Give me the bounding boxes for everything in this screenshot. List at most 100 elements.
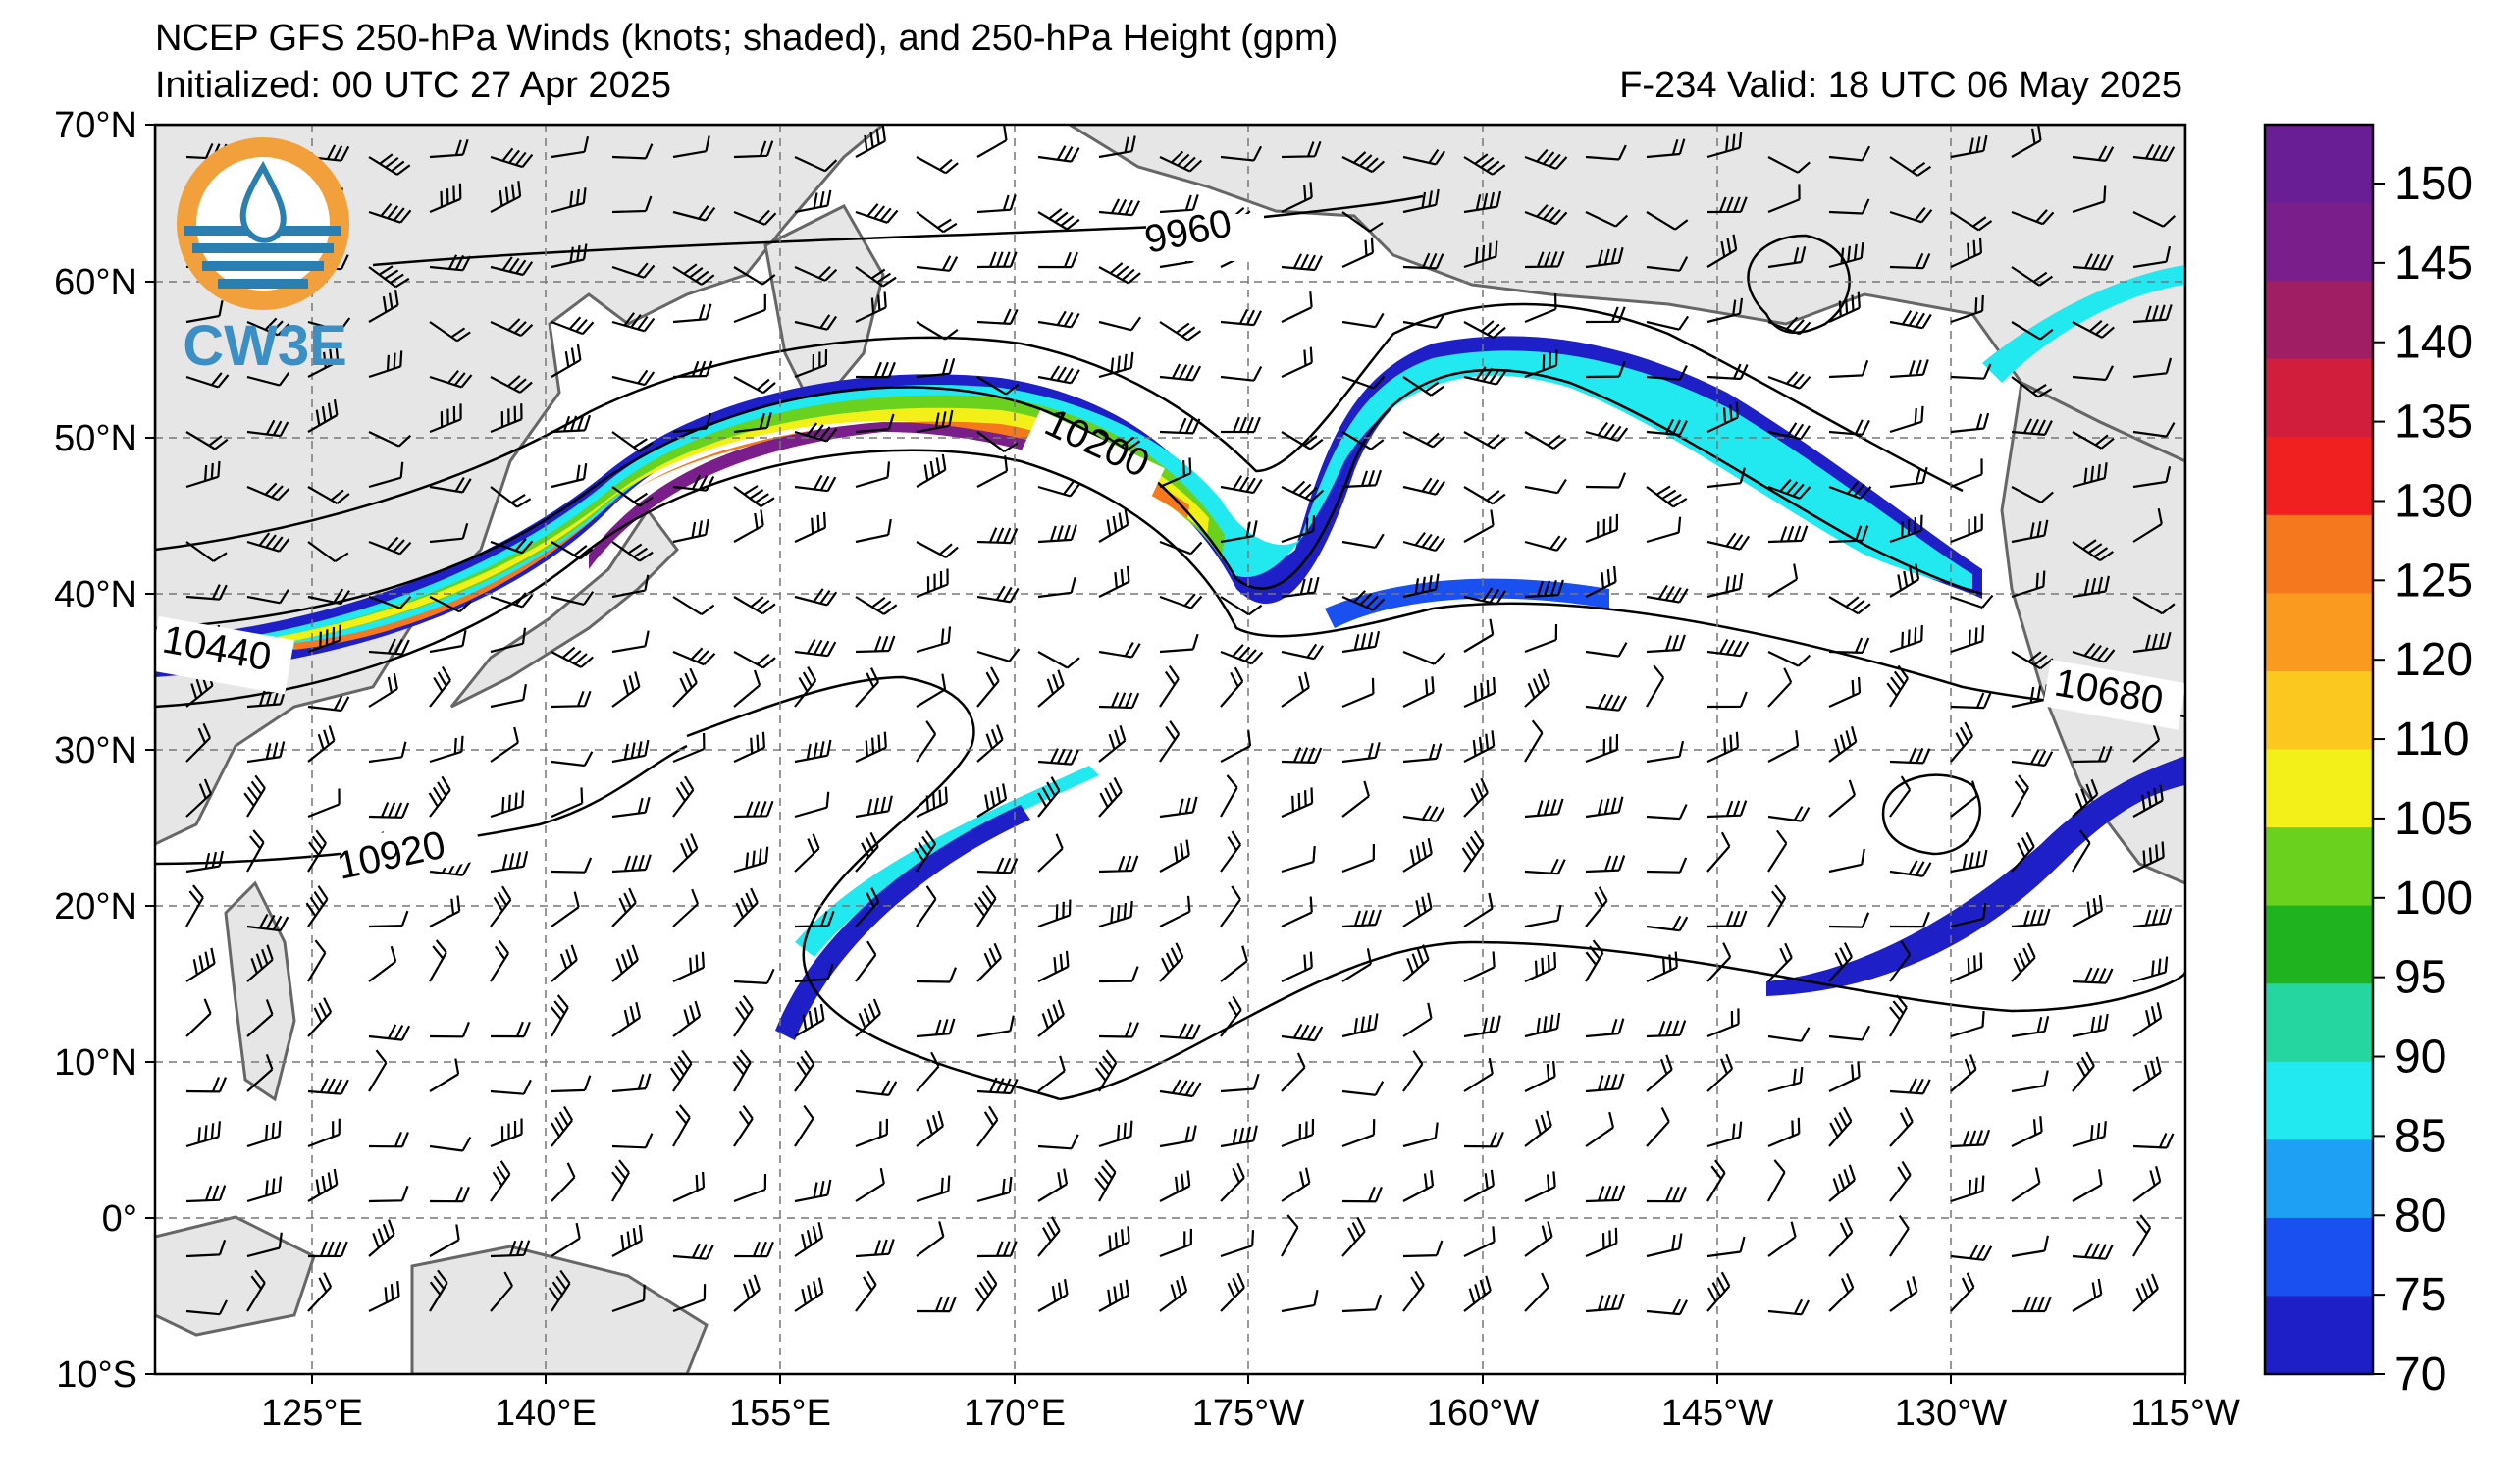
wind-barb bbox=[1341, 375, 1386, 390]
colorbar-segment bbox=[2265, 437, 2373, 516]
wind-barb bbox=[916, 673, 947, 708]
wind-barb bbox=[2072, 1013, 2109, 1038]
wind-barb bbox=[246, 688, 287, 709]
wind-barb bbox=[2132, 956, 2169, 983]
wind-barb bbox=[1402, 313, 1445, 329]
wind-barb bbox=[490, 850, 529, 874]
wind-barb bbox=[916, 156, 959, 175]
wind-barb bbox=[2132, 631, 2172, 654]
wind-barb bbox=[916, 568, 949, 599]
colorbar-tick-label: 135 bbox=[2394, 397, 2473, 449]
wind-barb bbox=[1159, 540, 1203, 556]
colorbar-tick-label: 85 bbox=[2394, 1110, 2446, 1162]
wind-barb bbox=[1828, 596, 1871, 615]
wind-barb bbox=[611, 195, 653, 214]
wind-barb bbox=[490, 256, 534, 277]
wind-barb bbox=[1463, 730, 1496, 763]
wind-barb bbox=[1950, 1054, 1977, 1092]
wind-barb bbox=[611, 262, 656, 279]
wind-barb bbox=[1889, 860, 1932, 877]
colorbar-segment bbox=[2265, 514, 2373, 594]
wind-barb bbox=[246, 999, 274, 1037]
lat-label: 70°N bbox=[54, 105, 137, 146]
wind-barb bbox=[2072, 365, 2114, 382]
wind-barb bbox=[1889, 405, 1924, 434]
wind-barb bbox=[490, 403, 523, 434]
wind-barb bbox=[1159, 194, 1199, 214]
wind-barb bbox=[1098, 198, 1140, 217]
wind-barb bbox=[1159, 895, 1191, 927]
wind-barb bbox=[2132, 784, 2164, 818]
wind-barb bbox=[1159, 720, 1181, 763]
lat-label: 40°N bbox=[54, 574, 137, 615]
wind-barb bbox=[307, 1118, 341, 1148]
wind-barb bbox=[429, 1058, 460, 1092]
wind-barb bbox=[490, 486, 532, 508]
wind-barb bbox=[976, 585, 1020, 604]
wind-barb bbox=[307, 486, 350, 504]
wind-barb bbox=[1098, 351, 1134, 379]
wind-barb bbox=[307, 1272, 333, 1312]
wind-barb bbox=[672, 1243, 714, 1260]
wind-barb bbox=[1646, 138, 1686, 159]
wind-barb bbox=[1828, 726, 1858, 763]
wind-barb bbox=[1159, 1275, 1188, 1312]
wind-barb bbox=[1828, 912, 1870, 928]
wind-barb bbox=[855, 1270, 877, 1312]
wind-barb bbox=[2011, 519, 2049, 544]
wind-barb bbox=[1402, 837, 1433, 873]
wind-barb bbox=[976, 527, 1019, 545]
wind-barb bbox=[672, 135, 710, 159]
wind-barb bbox=[1098, 1022, 1140, 1038]
wind-barb bbox=[855, 125, 886, 158]
wind-barb bbox=[855, 635, 896, 654]
wind-barb bbox=[1037, 899, 1072, 928]
wind-barb bbox=[307, 829, 327, 873]
wind-barb bbox=[551, 414, 592, 434]
wind-barb bbox=[1828, 1217, 1854, 1257]
wind-barb bbox=[1950, 458, 1983, 489]
north-america-coast bbox=[2000, 380, 2185, 885]
wind-barb bbox=[490, 1118, 523, 1148]
wind-barb bbox=[490, 1160, 511, 1202]
colorbar-segment bbox=[2265, 827, 2373, 907]
wind-barb bbox=[2132, 1214, 2152, 1257]
wind-barb bbox=[1767, 246, 1807, 269]
wind-barb bbox=[307, 788, 341, 819]
wind-barb bbox=[1159, 457, 1192, 489]
wind-barb bbox=[1341, 1013, 1379, 1038]
wind-barb bbox=[368, 153, 411, 176]
wind-barb bbox=[429, 1021, 470, 1038]
wind-barb bbox=[1646, 1107, 1670, 1147]
wind-barb bbox=[1767, 184, 1801, 214]
wind-barb bbox=[1828, 419, 1870, 436]
wind-barb bbox=[733, 293, 766, 324]
wind-barb bbox=[429, 630, 467, 654]
wind-barb bbox=[1281, 787, 1314, 819]
wind-barb bbox=[551, 751, 594, 768]
wind-barb bbox=[672, 1284, 707, 1313]
wind-barb bbox=[1098, 692, 1140, 710]
wind-barb bbox=[1037, 776, 1061, 818]
wind-barb bbox=[1159, 1170, 1191, 1202]
wind-barb bbox=[672, 1000, 702, 1037]
wind-barb bbox=[1767, 1159, 1786, 1202]
wind-barb bbox=[1767, 371, 1811, 390]
wind-barb bbox=[1585, 693, 1628, 712]
wind-barb bbox=[429, 522, 469, 544]
colorbar-tick-label: 100 bbox=[2394, 873, 2473, 925]
wind-barb bbox=[1524, 579, 1564, 599]
wind-barb bbox=[1767, 316, 1811, 336]
wind-barb bbox=[611, 887, 637, 927]
wind-barb bbox=[1159, 839, 1190, 873]
wind-barb bbox=[1950, 1010, 1985, 1038]
lon-label: 170°E bbox=[964, 1393, 1066, 1434]
wind-barb bbox=[368, 203, 412, 224]
wind-barb bbox=[1402, 477, 1446, 496]
wind-barb bbox=[1461, 830, 1485, 873]
wind-barb bbox=[185, 998, 212, 1037]
wind-barb bbox=[1889, 514, 1923, 544]
wind-barb bbox=[368, 536, 412, 556]
wind-barb bbox=[1094, 1049, 1118, 1092]
wind-barb bbox=[1402, 1270, 1425, 1312]
